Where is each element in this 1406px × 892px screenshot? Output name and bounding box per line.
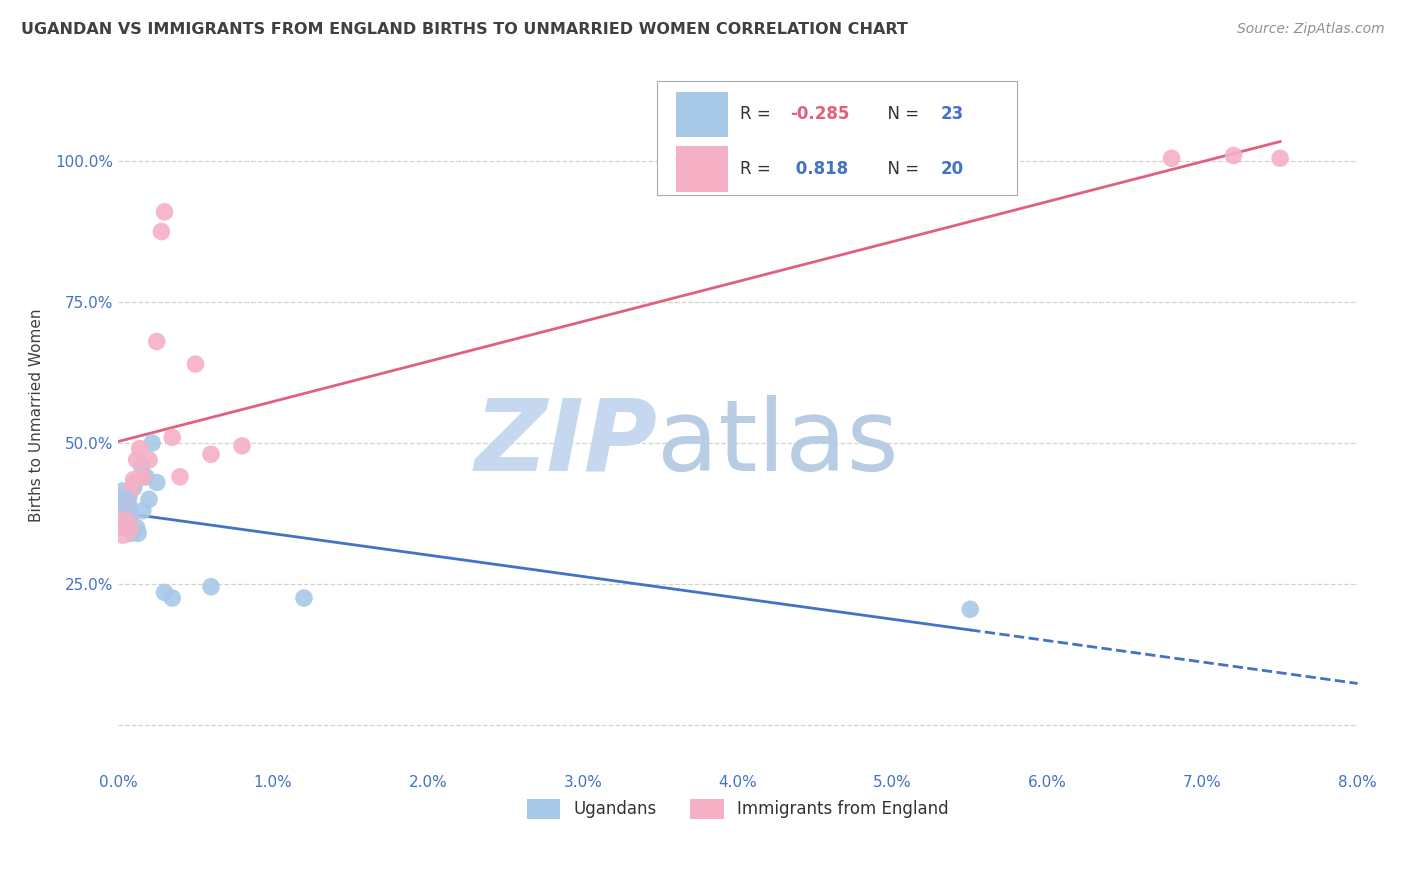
Point — [124, 475, 146, 490]
Y-axis label: Births to Unmarried Women: Births to Unmarried Women — [30, 308, 44, 522]
Point — [153, 204, 176, 219]
Point — [200, 447, 222, 461]
Point — [111, 520, 134, 534]
Point — [132, 470, 155, 484]
Text: 20: 20 — [941, 160, 965, 178]
Point — [120, 509, 142, 524]
Point — [153, 585, 176, 599]
Point — [110, 498, 132, 512]
Point — [114, 498, 136, 512]
Point — [162, 591, 184, 605]
Point — [132, 503, 155, 517]
Text: R =: R = — [741, 160, 776, 178]
Text: UGANDAN VS IMMIGRANTS FROM ENGLAND BIRTHS TO UNMARRIED WOMEN CORRELATION CHART: UGANDAN VS IMMIGRANTS FROM ENGLAND BIRTH… — [21, 22, 908, 37]
Point — [231, 439, 253, 453]
Point — [145, 475, 167, 490]
Text: N =: N = — [876, 105, 924, 123]
Text: R =: R = — [741, 105, 776, 123]
Point — [1268, 151, 1291, 165]
Text: N =: N = — [876, 160, 924, 178]
Point — [121, 526, 143, 541]
Point — [125, 520, 148, 534]
Point — [138, 492, 160, 507]
FancyBboxPatch shape — [676, 92, 728, 137]
Point — [117, 503, 139, 517]
Point — [150, 225, 173, 239]
Text: -0.285: -0.285 — [790, 105, 849, 123]
Point — [125, 453, 148, 467]
Point — [184, 357, 207, 371]
Legend: Ugandans, Immigrants from England: Ugandans, Immigrants from England — [520, 792, 955, 826]
Point — [122, 481, 145, 495]
Point — [118, 490, 141, 504]
Point — [122, 473, 145, 487]
Point — [135, 470, 157, 484]
Point — [1222, 148, 1244, 162]
Point — [138, 453, 160, 467]
Point — [111, 483, 134, 498]
Point — [145, 334, 167, 349]
Text: atlas: atlas — [657, 395, 898, 491]
Point — [1160, 151, 1182, 165]
Point — [169, 470, 191, 484]
Text: Source: ZipAtlas.com: Source: ZipAtlas.com — [1237, 22, 1385, 37]
Point — [117, 515, 139, 529]
Point — [141, 436, 163, 450]
Point — [112, 503, 135, 517]
Point — [129, 458, 152, 473]
Point — [292, 591, 315, 605]
FancyBboxPatch shape — [657, 81, 1017, 194]
Text: 0.818: 0.818 — [790, 160, 848, 178]
Point — [111, 520, 134, 534]
Text: 23: 23 — [941, 105, 965, 123]
Point — [200, 580, 222, 594]
Point — [120, 483, 142, 498]
Point — [162, 430, 184, 444]
Point — [959, 602, 981, 616]
FancyBboxPatch shape — [676, 146, 728, 192]
Point — [114, 520, 136, 534]
Point — [128, 442, 150, 456]
Point — [127, 526, 149, 541]
Point — [110, 498, 132, 512]
Text: ZIP: ZIP — [474, 395, 657, 491]
